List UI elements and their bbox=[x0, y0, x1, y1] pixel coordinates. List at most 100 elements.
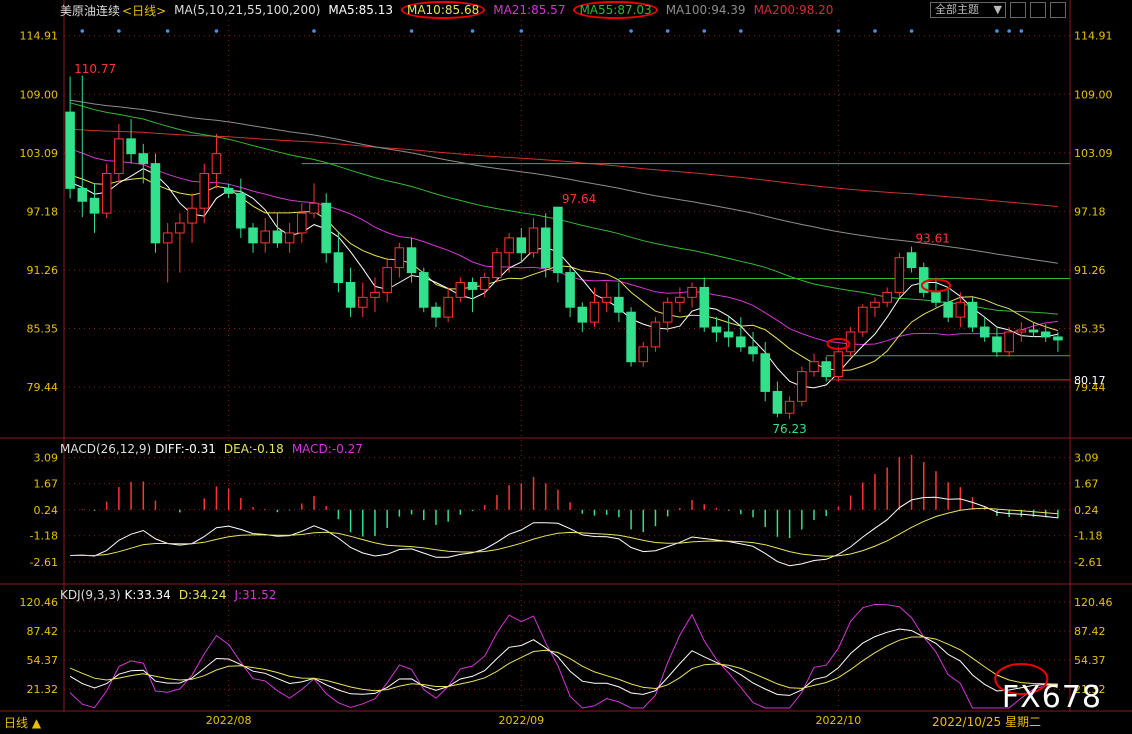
y-tick-label-left: 87.42 bbox=[27, 625, 59, 638]
macd-diff-line bbox=[70, 496, 1058, 567]
candle-body bbox=[138, 153, 149, 165]
candle-body bbox=[967, 301, 978, 328]
event-dot bbox=[995, 29, 999, 33]
triangle-up-icon: ▲ bbox=[31, 716, 42, 730]
ma21-value: MA21:85.57 bbox=[493, 3, 566, 17]
candle-body bbox=[784, 400, 795, 414]
candle-body bbox=[772, 390, 783, 414]
ma21-line bbox=[69, 148, 1058, 346]
footer-period: 日线 bbox=[4, 716, 29, 730]
event-dot bbox=[80, 29, 85, 33]
y-tick-label-right: 3.09 bbox=[1074, 452, 1099, 465]
candle-body bbox=[89, 197, 100, 214]
candle-body bbox=[711, 326, 722, 333]
cursor-date: 2022/10/25 星期二 bbox=[932, 715, 1041, 729]
event-dot bbox=[1019, 29, 1024, 33]
candle-body bbox=[443, 296, 453, 318]
kdj-header: KDJ(9,3,3) K:33.34 D:34.24 J:31.52 bbox=[60, 585, 284, 605]
candle-body bbox=[955, 301, 966, 318]
candle-body bbox=[528, 227, 539, 254]
candle-body bbox=[577, 306, 588, 323]
ma100-value: MA100:94.39 bbox=[665, 3, 746, 17]
candle-body bbox=[455, 281, 466, 298]
period-switch[interactable]: 日线 ▲ bbox=[4, 714, 41, 731]
theme-dropdown[interactable]: 全部主题 ▼ bbox=[930, 2, 1006, 18]
candle-body bbox=[333, 252, 344, 283]
candle-body bbox=[748, 346, 758, 355]
event-dot bbox=[665, 29, 670, 33]
kdj-k-line bbox=[69, 628, 1058, 696]
candle-body bbox=[565, 272, 575, 308]
ma10-line bbox=[69, 174, 1059, 372]
window-icon[interactable] bbox=[1030, 2, 1046, 18]
candle-body bbox=[211, 153, 222, 175]
candle-body bbox=[797, 371, 807, 402]
candle-body bbox=[504, 237, 514, 254]
y-tick-label-right: 21.32 bbox=[1074, 683, 1106, 696]
candle-body bbox=[882, 291, 892, 303]
candle-body bbox=[406, 247, 417, 274]
candle-body bbox=[309, 202, 319, 214]
y-tick-label-left: 109.00 bbox=[20, 88, 59, 101]
y-tick-label-right: 87.42 bbox=[1074, 625, 1106, 638]
y-tick-label-left: 54.37 bbox=[27, 654, 59, 667]
y-tick-label-left: -2.61 bbox=[30, 556, 58, 569]
period-label[interactable]: <日线> bbox=[122, 3, 167, 18]
y-tick-label-right: 91.26 bbox=[1074, 264, 1106, 277]
x-tick-label: 2022/10 bbox=[816, 714, 862, 727]
event-dot bbox=[702, 29, 707, 33]
theme-label: 全部主题 bbox=[935, 3, 979, 16]
y-tick-label-left: 3.09 bbox=[34, 452, 59, 465]
marker-oval bbox=[994, 662, 1049, 695]
macd-value: MACD:-0.27 bbox=[291, 442, 363, 456]
layout-icon[interactable] bbox=[1050, 2, 1066, 18]
candle-body bbox=[992, 336, 1002, 353]
y-tick-label-left: 85.35 bbox=[27, 323, 59, 336]
candle-body bbox=[675, 296, 685, 303]
macd-label: MACD(26,12,9) bbox=[60, 442, 152, 456]
candle-body bbox=[358, 296, 368, 308]
candle-body bbox=[370, 291, 380, 298]
candle-body bbox=[479, 277, 490, 290]
y-tick-label-right: -2.61 bbox=[1074, 556, 1102, 569]
candle-body bbox=[418, 272, 429, 308]
kdj-d-line bbox=[69, 636, 1058, 692]
candle-body bbox=[614, 296, 624, 313]
settings-icon[interactable] bbox=[1010, 2, 1026, 18]
y-tick-label-right: 1.67 bbox=[1074, 478, 1099, 491]
kdj-k: K:33.34 bbox=[124, 588, 171, 602]
ma5-line bbox=[69, 168, 1058, 389]
y-tick-label-right: 54.37 bbox=[1074, 654, 1106, 667]
chevron-down-icon: ▼ bbox=[993, 3, 1002, 16]
kdj-j: J:31.52 bbox=[234, 588, 277, 602]
candle-body bbox=[260, 230, 270, 244]
y-tick-label-left: -1.18 bbox=[30, 530, 58, 543]
candle-body bbox=[858, 306, 868, 333]
y-tick-label-right: 120.46 bbox=[1074, 596, 1113, 609]
candle-body bbox=[175, 222, 185, 234]
level-label: 80.17 bbox=[1074, 374, 1106, 387]
candle-body bbox=[77, 187, 88, 202]
candle-body bbox=[272, 230, 283, 244]
candle-body bbox=[894, 257, 905, 293]
candle-body bbox=[162, 232, 173, 244]
candle-body bbox=[114, 138, 124, 175]
y-tick-label-right: 0.24 bbox=[1074, 504, 1099, 517]
candle-body bbox=[931, 291, 941, 303]
event-dot bbox=[214, 29, 219, 33]
event-dot bbox=[1007, 29, 1011, 33]
y-tick-label-right: -1.18 bbox=[1074, 530, 1102, 543]
candle-body bbox=[626, 311, 636, 363]
marker-oval bbox=[920, 278, 951, 293]
candle-body bbox=[65, 111, 75, 189]
ma10-value: MA10:85.68 bbox=[400, 1, 486, 19]
candle-body bbox=[809, 361, 819, 373]
y-tick-label-left: 0.24 bbox=[34, 504, 59, 517]
candle-body bbox=[199, 173, 210, 209]
event-dot bbox=[909, 29, 914, 33]
macd-dea: DEA:-0.18 bbox=[223, 442, 284, 456]
ma-label: MA(5,10,21,55,100,200) bbox=[174, 3, 321, 17]
candle-body bbox=[394, 247, 405, 269]
candle-body bbox=[382, 267, 392, 293]
